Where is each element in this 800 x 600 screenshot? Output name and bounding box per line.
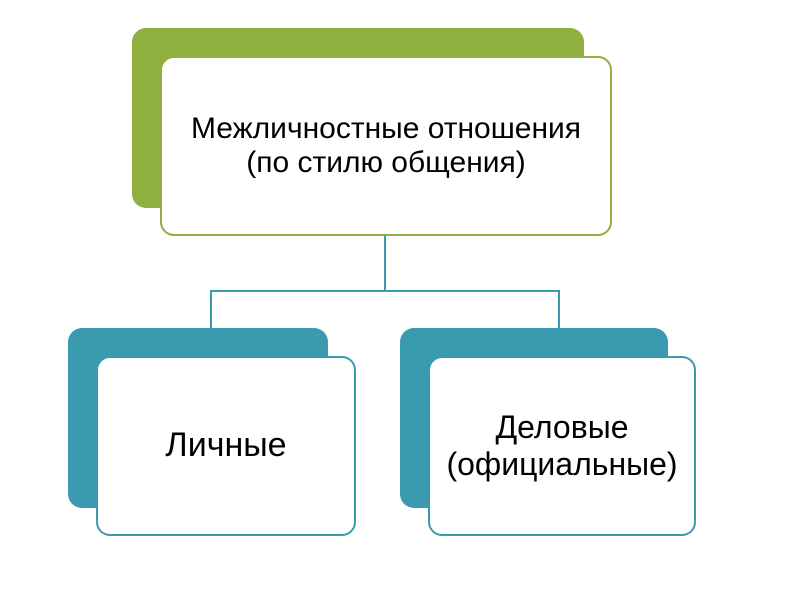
root-line1: Межличностные отношения [191,112,581,147]
left-line1: Личные [165,426,286,465]
connector-segment [558,290,560,330]
left-front-card: Личные [96,356,356,536]
right-line1: Деловые [495,409,628,446]
root-line2: (по стилю общения) [246,146,526,181]
right-line2: (официальные) [446,446,677,483]
connector-segment [210,290,560,292]
right-front-card: Деловые (официальные) [428,356,696,536]
connector-segment [210,290,212,330]
connector-segment [384,236,386,292]
root-front-card: Межличностные отношения (по стилю общени… [160,56,612,236]
